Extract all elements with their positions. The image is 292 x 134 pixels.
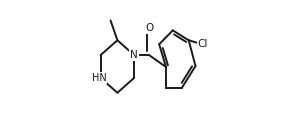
Text: Cl: Cl — [198, 39, 208, 49]
Text: HN: HN — [92, 73, 107, 83]
Text: O: O — [145, 23, 153, 33]
Text: N: N — [130, 50, 138, 60]
